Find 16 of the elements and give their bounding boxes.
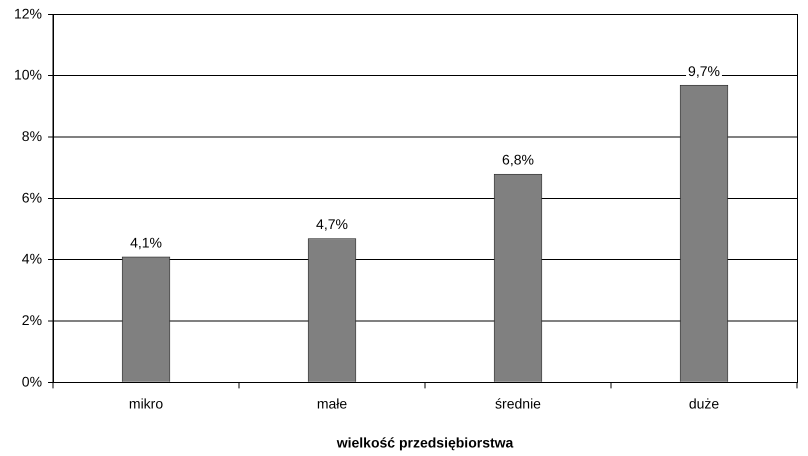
y-tick-label: 6% xyxy=(22,189,42,206)
x-tick-label: małe xyxy=(316,396,348,412)
x-tick-label: mikro xyxy=(128,396,164,412)
y-tick-label: 2% xyxy=(22,312,42,328)
data-label: 6,8% xyxy=(502,152,534,168)
data-label: 4,7% xyxy=(316,216,348,232)
x-tick-label: średnie xyxy=(495,396,542,412)
x-axis-title: wielkość przedsiębiorstwa xyxy=(336,434,514,450)
data-label: 9,7% xyxy=(688,62,720,79)
x-tick-label: duże xyxy=(688,396,720,412)
y-tick-label: 12% xyxy=(14,5,42,22)
y-tick-label: 10% xyxy=(14,66,42,83)
y-tick-label: 0% xyxy=(22,373,42,390)
y-tick-label: 8% xyxy=(22,128,42,144)
data-label: 4,1% xyxy=(130,234,162,251)
y-tick-label: 4% xyxy=(22,250,42,267)
